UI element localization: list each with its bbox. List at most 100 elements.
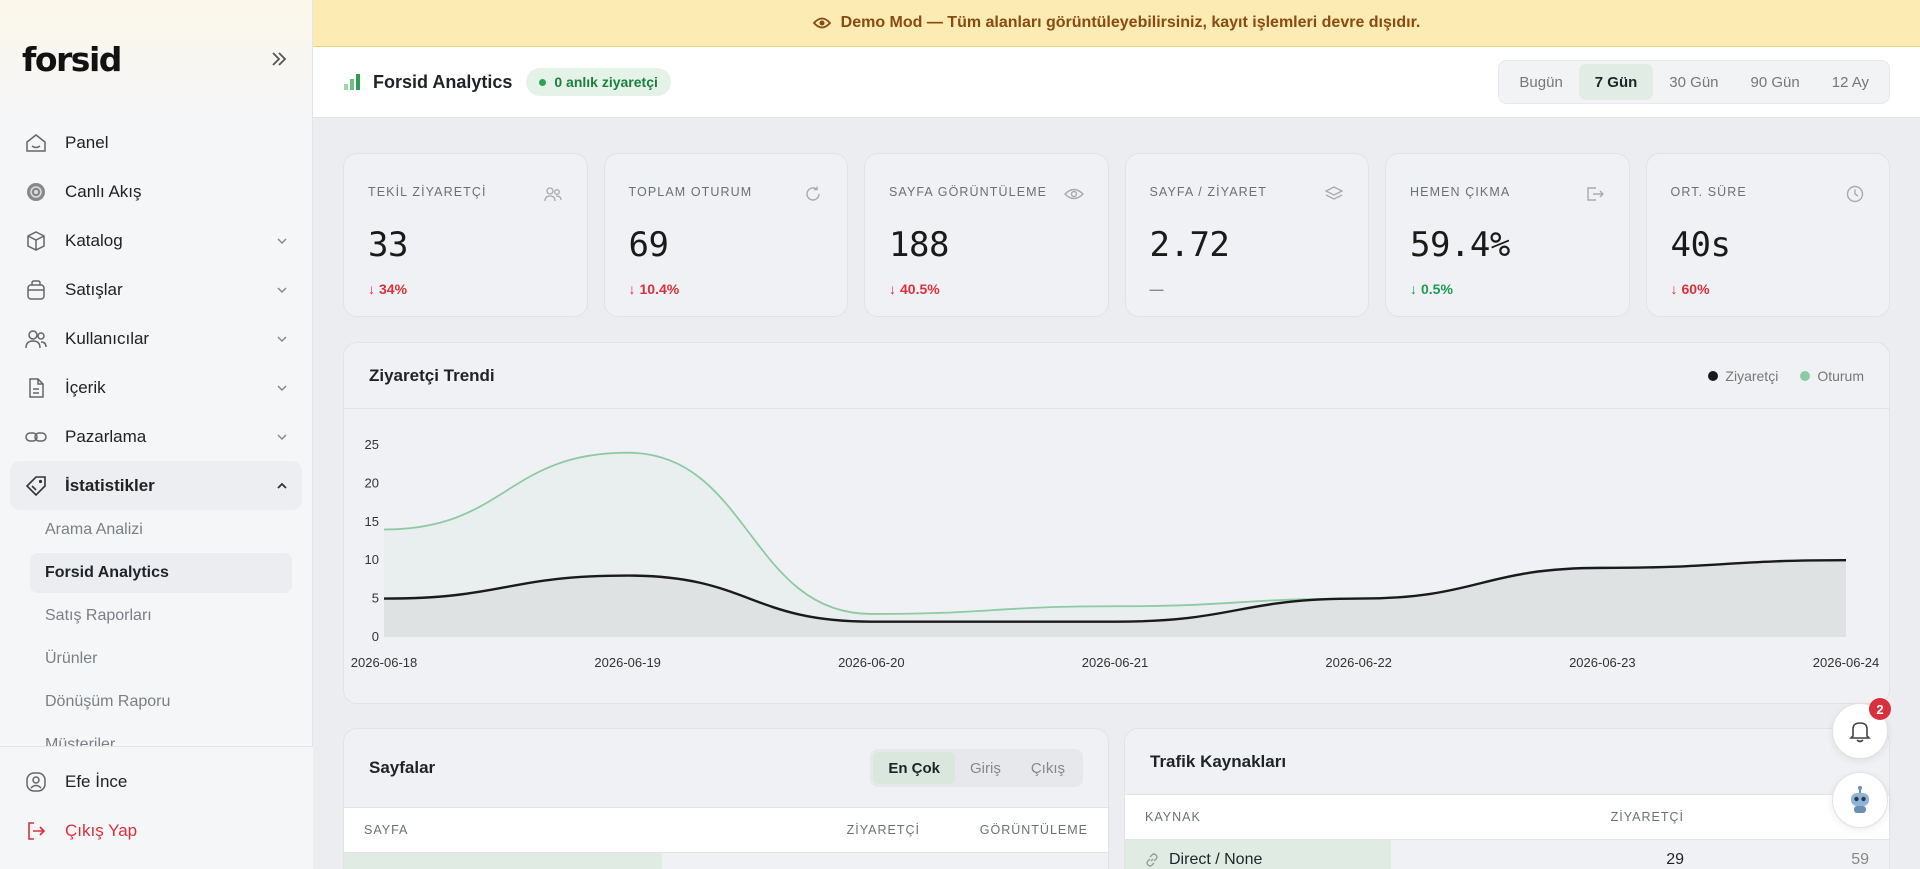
- chevron-down-icon: [275, 381, 289, 395]
- range-90-days[interactable]: 90 Gün: [1750, 73, 1800, 91]
- sidebar: forsid Panel Canlı Akış Katalog Satışlar…: [0, 0, 313, 869]
- banner-text: Demo Mod — Tüm alanları görüntüleyebilir…: [840, 14, 1421, 31]
- arrow-down-icon: ↓: [1410, 281, 1417, 297]
- kpi-change-value: —: [1149, 281, 1164, 297]
- sidebar-item-label: Pazarlama: [65, 426, 147, 446]
- user-icon: [23, 769, 49, 795]
- x-tick-label: 2026-06-22: [1325, 655, 1392, 670]
- visitor-trend-chart: 0 5 10 15 20 25 2026-06-18 2026-06-19 2026-06-20…: [351, 437, 1880, 670]
- collapse-sidebar-icon[interactable]: [268, 48, 290, 70]
- sidebar-item-live[interactable]: Canlı Akış: [10, 167, 302, 216]
- sidebar-item-label: Katalog: [65, 230, 123, 250]
- assistant-bot-button[interactable]: [1832, 772, 1888, 828]
- kpi-label: HEMEN ÇIKMA: [1410, 185, 1511, 199]
- subitem-products[interactable]: Ürünler: [45, 650, 98, 667]
- sidebar-item-content[interactable]: İçerik: [10, 363, 302, 412]
- series-area-Ziyaretçi: [384, 560, 1846, 637]
- notifications-button[interactable]: 2: [1832, 698, 1891, 759]
- source-visitors: 29: [1666, 851, 1684, 868]
- chart-header: Ziyaretçi Trendi Ziyaretçi Oturum: [344, 343, 1889, 409]
- kpi-label: SAYFA GÖRÜNTÜLEME: [889, 185, 1048, 199]
- col-page[interactable]: SAYFA: [364, 823, 409, 837]
- kpi-label: TOPLAM OTURUM: [628, 185, 753, 199]
- link-icon: [23, 424, 49, 450]
- range-30-days[interactable]: 30 Gün: [1669, 73, 1719, 91]
- eye-icon: [1063, 184, 1084, 204]
- x-tick-label: 2026-06-21: [1082, 655, 1149, 670]
- layers-icon: [1324, 184, 1344, 204]
- eye-icon: [812, 16, 831, 30]
- tab-most[interactable]: En Çok: [873, 752, 955, 784]
- kpi-label: TEKİL ZİYARETÇİ: [368, 185, 487, 199]
- sidebar-footer: Efe İnce Çıkış Yap: [0, 746, 313, 869]
- kpi-change: ↓ 0.5%: [1410, 281, 1605, 297]
- col-visitors[interactable]: ZİYARETÇİ: [1610, 810, 1684, 824]
- sidebar-item-statistics[interactable]: İstatistikler: [10, 461, 302, 510]
- sidebar-item-sales[interactable]: Satışlar: [10, 265, 302, 314]
- arrow-down-icon: ↓: [628, 281, 636, 297]
- sidebar-item-catalog[interactable]: Katalog: [10, 216, 302, 265]
- kpi-change-value: 10.4%: [639, 281, 680, 297]
- legend-visitors[interactable]: Ziyaretçi: [1708, 368, 1778, 384]
- source-name: Direct / None: [1169, 851, 1263, 868]
- kpi-value: 40s: [1670, 225, 1731, 265]
- box-icon: [23, 228, 49, 254]
- subitem-sales-reports[interactable]: Satış Raporları: [45, 607, 152, 624]
- subitem-conversion-report[interactable]: Dönüşüm Raporu: [45, 693, 171, 710]
- y-tick-label: 15: [365, 514, 379, 529]
- user-profile[interactable]: Efe İnce: [10, 757, 303, 806]
- range-7-days[interactable]: 7 Gün: [1578, 64, 1654, 100]
- date-range-selector: Bugün 7 Gün 30 Gün 90 Gün 12 Ay: [1498, 60, 1890, 104]
- document-icon: [23, 375, 49, 401]
- sidebar-item-label: Kullanıcılar: [65, 328, 150, 348]
- subitem-forsid-analytics[interactable]: Forsid Analytics: [30, 553, 292, 593]
- series-line-Ziyaretçi: [383, 559, 1847, 623]
- pages-title: Sayfalar: [369, 758, 436, 777]
- live-icon: [23, 179, 49, 205]
- kpi-label: SAYFA / ZİYARET: [1149, 185, 1267, 199]
- kpi-change-value: 34%: [379, 281, 408, 297]
- tab-exit[interactable]: Çıkış: [1030, 759, 1065, 777]
- chart-title: Ziyaretçi Trendi: [369, 365, 495, 385]
- subitem-search-analysis[interactable]: Arama Analizi: [45, 521, 143, 538]
- legend-swatch: [1708, 370, 1719, 381]
- pages-tab-group: En Çok Giriş Çıkış: [870, 749, 1083, 787]
- sidebar-item-label: İstatistikler: [65, 475, 155, 495]
- sidebar-item-panel[interactable]: Panel: [10, 118, 302, 167]
- sidebar-nav: Panel Canlı Akış Katalog Satışlar Kullan…: [0, 118, 312, 510]
- statistics-submenu: Arama Analizi Forsid Analytics Satış Rap…: [0, 510, 312, 765]
- kpi-cards: TEKİL ZİYARETÇİ 33 ↓ 34% TOPLAM OTURUM 69…: [343, 153, 1890, 317]
- logo[interactable]: forsid: [22, 39, 122, 79]
- sidebar-item-marketing[interactable]: Pazarlama: [10, 412, 302, 461]
- row-share-bar: [1125, 840, 1391, 869]
- arrow-down-icon: ↓: [368, 281, 375, 297]
- exit-icon: [1585, 184, 1605, 204]
- legend-sessions[interactable]: Oturum: [1800, 368, 1864, 384]
- notification-count: 2: [1869, 698, 1891, 720]
- logout-button[interactable]: Çıkış Yap: [10, 806, 303, 855]
- table-row[interactable]: Direct / None 29 59: [1125, 840, 1889, 869]
- col-visitors[interactable]: ZİYARETÇİ: [846, 823, 920, 837]
- pages-card: Sayfalar En Çok Giriş Çıkış SAYFA ZİYARE…: [343, 728, 1109, 869]
- y-tick-label: 20: [365, 475, 379, 490]
- chevron-up-icon: [275, 479, 289, 493]
- tab-entry[interactable]: Giriş: [970, 759, 1001, 777]
- y-tick-label: 25: [365, 437, 379, 452]
- sidebar-item-label: İçerik: [65, 377, 106, 397]
- legend-label: Ziyaretçi: [1725, 367, 1779, 384]
- sidebar-item-users[interactable]: Kullanıcılar: [10, 314, 302, 363]
- range-12-months[interactable]: 12 Ay: [1831, 73, 1869, 91]
- col-views[interactable]: GÖRÜNTÜLEME: [979, 823, 1088, 837]
- tag-icon: [23, 473, 49, 499]
- kpi-change-value: 60%: [1681, 281, 1710, 297]
- table-row[interactable]: [344, 853, 1108, 869]
- x-tick-label: 2026-06-20: [838, 655, 905, 670]
- col-source[interactable]: KAYNAK: [1145, 810, 1201, 824]
- x-tick-label: 2026-06-19: [594, 655, 661, 670]
- range-today[interactable]: Bugün: [1519, 73, 1563, 91]
- y-tick-label: 5: [372, 591, 379, 606]
- sidebar-item-label: Panel: [65, 132, 109, 152]
- kpi-total-sessions: TOPLAM OTURUM 69 ↓ 10.4%: [603, 153, 848, 317]
- bell-icon: [1847, 718, 1873, 744]
- live-dot: [539, 78, 547, 86]
